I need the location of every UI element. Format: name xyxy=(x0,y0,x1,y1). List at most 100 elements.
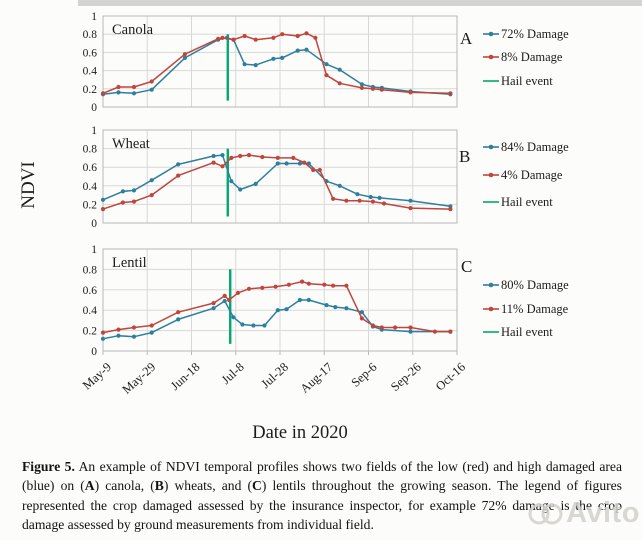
series-line xyxy=(102,299,451,340)
data-point xyxy=(273,284,278,289)
y-tick-label: 0.8 xyxy=(83,144,98,156)
data-point xyxy=(408,325,413,330)
y-tick-label: 0.2 xyxy=(83,199,98,211)
legend-entry: 11% Damage xyxy=(483,302,569,316)
caption-segment: ) wheats, and ( xyxy=(163,478,252,494)
data-point xyxy=(231,315,236,320)
data-point xyxy=(240,322,245,327)
data-point xyxy=(306,281,311,286)
data-point xyxy=(222,293,227,298)
x-tick-label: Sep-6 xyxy=(348,360,379,390)
y-tick-label: 0.4 xyxy=(83,305,98,317)
caption-segment: An example of NDVI temporal profiles sho… xyxy=(22,459,623,494)
data-point xyxy=(131,199,137,204)
data-point xyxy=(176,310,181,315)
data-point xyxy=(253,63,258,68)
legend-entry: Hail event xyxy=(483,325,553,339)
data-point xyxy=(331,196,336,201)
data-point xyxy=(222,298,227,304)
x-tick-label: May-29 xyxy=(119,360,158,397)
data-point xyxy=(271,56,276,61)
data-point xyxy=(211,306,216,311)
data-point xyxy=(284,161,289,166)
data-point xyxy=(275,155,280,160)
data-point xyxy=(448,207,453,212)
data-point xyxy=(370,199,375,204)
legend-label: Hail event xyxy=(501,195,553,209)
x-tick-label: May-9 xyxy=(80,360,114,393)
data-point xyxy=(286,282,291,287)
legend-label: Hail event xyxy=(501,74,553,88)
data-point xyxy=(253,37,258,42)
x-tick-label: Aug-17 xyxy=(297,360,335,396)
data-point xyxy=(242,33,247,39)
data-point xyxy=(238,153,243,159)
data-point xyxy=(359,316,364,321)
data-point xyxy=(280,32,285,37)
data-point xyxy=(262,323,267,328)
gridlines xyxy=(103,249,457,351)
data-point xyxy=(297,161,302,166)
series-4-damage xyxy=(100,153,453,212)
data-point xyxy=(275,308,280,313)
data-point xyxy=(295,48,300,53)
series-8-damage xyxy=(100,31,453,96)
chart-title: Wheat xyxy=(112,136,150,152)
data-point xyxy=(377,195,382,200)
legend-label: 4% Damage xyxy=(501,168,563,182)
gridlines xyxy=(103,130,457,223)
x-tick-label: Oct-16 xyxy=(433,360,468,394)
data-point xyxy=(120,200,125,205)
y-tick-label: 0 xyxy=(91,218,97,230)
y-tick-label: 0 xyxy=(91,346,97,358)
data-point xyxy=(176,162,181,167)
x-axis-title: Date in 2020 xyxy=(252,423,348,443)
data-point xyxy=(238,187,243,192)
data-point xyxy=(408,206,413,211)
data-point xyxy=(408,329,413,334)
data-point xyxy=(359,82,364,87)
data-point xyxy=(379,325,384,330)
data-point xyxy=(100,197,106,202)
legend-label: 80% Damage xyxy=(501,278,569,292)
data-point xyxy=(324,73,329,78)
data-point xyxy=(100,91,106,96)
data-point xyxy=(176,317,181,322)
data-point xyxy=(432,329,437,334)
data-point xyxy=(229,179,234,184)
y-tick-label: 0.6 xyxy=(83,285,98,297)
chart-panel-c: 1 0.8 0.6 0.4 0.2 0 Lentil C 80% Damage 11% Damag… xyxy=(83,244,570,358)
data-point xyxy=(100,336,106,341)
data-point xyxy=(242,62,247,67)
data-point xyxy=(253,181,258,186)
legend-marker xyxy=(488,282,494,288)
data-point xyxy=(331,283,336,288)
data-point xyxy=(271,35,276,40)
y-tick-label: 0.6 xyxy=(83,162,98,174)
data-point xyxy=(344,306,349,311)
data-point xyxy=(284,307,289,312)
data-point xyxy=(131,325,137,330)
legend-marker xyxy=(488,54,494,60)
data-point xyxy=(306,297,311,303)
x-tick-label: Jul-28 xyxy=(258,360,291,391)
data-point xyxy=(182,55,187,61)
data-point xyxy=(211,153,216,159)
panel-letter: C xyxy=(461,257,472,276)
data-point xyxy=(311,167,316,173)
data-point xyxy=(370,323,375,328)
legend-entry: 4% Damage xyxy=(483,168,563,182)
legend-entry: Hail event xyxy=(483,195,553,209)
ndvi-figure: 1 0.8 0.6 0.4 0.2 0 Canola A 72% Damage 8% Damage… xyxy=(18,11,570,443)
data-point xyxy=(381,201,387,206)
data-point xyxy=(246,286,252,291)
data-point xyxy=(297,297,302,303)
caption-bold-segment: C xyxy=(252,478,262,494)
data-point xyxy=(131,84,137,90)
data-point xyxy=(359,85,364,90)
legend-entry: 80% Damage xyxy=(483,278,569,292)
data-point xyxy=(149,330,154,335)
data-point xyxy=(182,52,187,57)
data-point xyxy=(216,36,221,41)
data-point xyxy=(260,154,265,160)
